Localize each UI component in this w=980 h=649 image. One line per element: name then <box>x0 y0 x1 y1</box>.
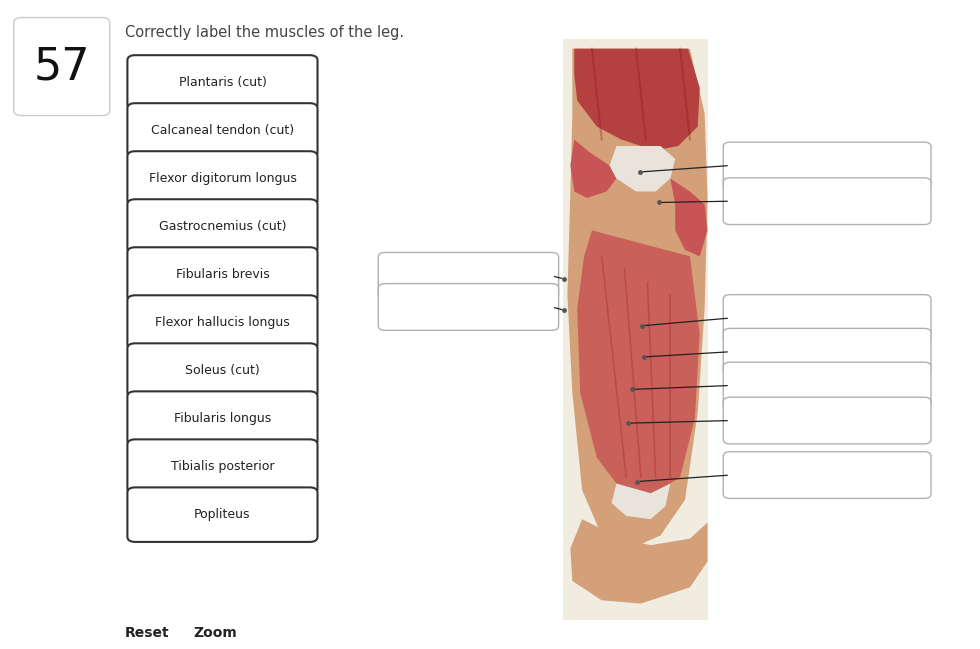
FancyBboxPatch shape <box>378 252 559 299</box>
FancyBboxPatch shape <box>723 452 931 498</box>
FancyBboxPatch shape <box>127 151 318 206</box>
FancyBboxPatch shape <box>127 343 318 398</box>
Text: Zoom: Zoom <box>194 626 237 640</box>
Polygon shape <box>574 49 700 149</box>
Text: Plantaris (cut): Plantaris (cut) <box>178 76 267 89</box>
FancyBboxPatch shape <box>127 295 318 350</box>
Polygon shape <box>570 519 708 604</box>
FancyBboxPatch shape <box>723 295 931 341</box>
Text: Tibialis posterior: Tibialis posterior <box>171 460 274 473</box>
FancyBboxPatch shape <box>378 284 559 330</box>
Text: Correctly label the muscles of the leg.: Correctly label the muscles of the leg. <box>125 25 405 40</box>
FancyBboxPatch shape <box>14 18 110 116</box>
Polygon shape <box>567 49 708 548</box>
FancyBboxPatch shape <box>723 328 931 375</box>
FancyBboxPatch shape <box>563 39 708 620</box>
FancyBboxPatch shape <box>723 362 931 409</box>
Text: Flexor digitorum longus: Flexor digitorum longus <box>149 172 296 185</box>
FancyBboxPatch shape <box>127 391 318 446</box>
Text: Fibularis brevis: Fibularis brevis <box>175 268 270 281</box>
FancyBboxPatch shape <box>723 178 931 225</box>
Polygon shape <box>570 140 616 198</box>
Polygon shape <box>670 178 708 256</box>
FancyBboxPatch shape <box>127 55 318 110</box>
Text: Popliteus: Popliteus <box>194 508 251 521</box>
Text: Calcaneal tendon (cut): Calcaneal tendon (cut) <box>151 124 294 137</box>
Text: 57: 57 <box>33 45 90 88</box>
FancyBboxPatch shape <box>127 199 318 254</box>
Text: Gastrocnemius (cut): Gastrocnemius (cut) <box>159 220 286 233</box>
Text: Flexor hallucis longus: Flexor hallucis longus <box>155 316 290 329</box>
Polygon shape <box>577 230 700 496</box>
FancyBboxPatch shape <box>723 142 931 189</box>
FancyBboxPatch shape <box>127 247 318 302</box>
Polygon shape <box>610 146 675 191</box>
Text: Fibularis longus: Fibularis longus <box>173 412 271 425</box>
FancyBboxPatch shape <box>127 103 318 158</box>
Text: Soleus (cut): Soleus (cut) <box>185 364 260 377</box>
Text: Reset: Reset <box>124 626 170 640</box>
FancyBboxPatch shape <box>127 439 318 494</box>
FancyBboxPatch shape <box>127 487 318 542</box>
FancyBboxPatch shape <box>723 397 931 444</box>
Polygon shape <box>612 484 670 519</box>
